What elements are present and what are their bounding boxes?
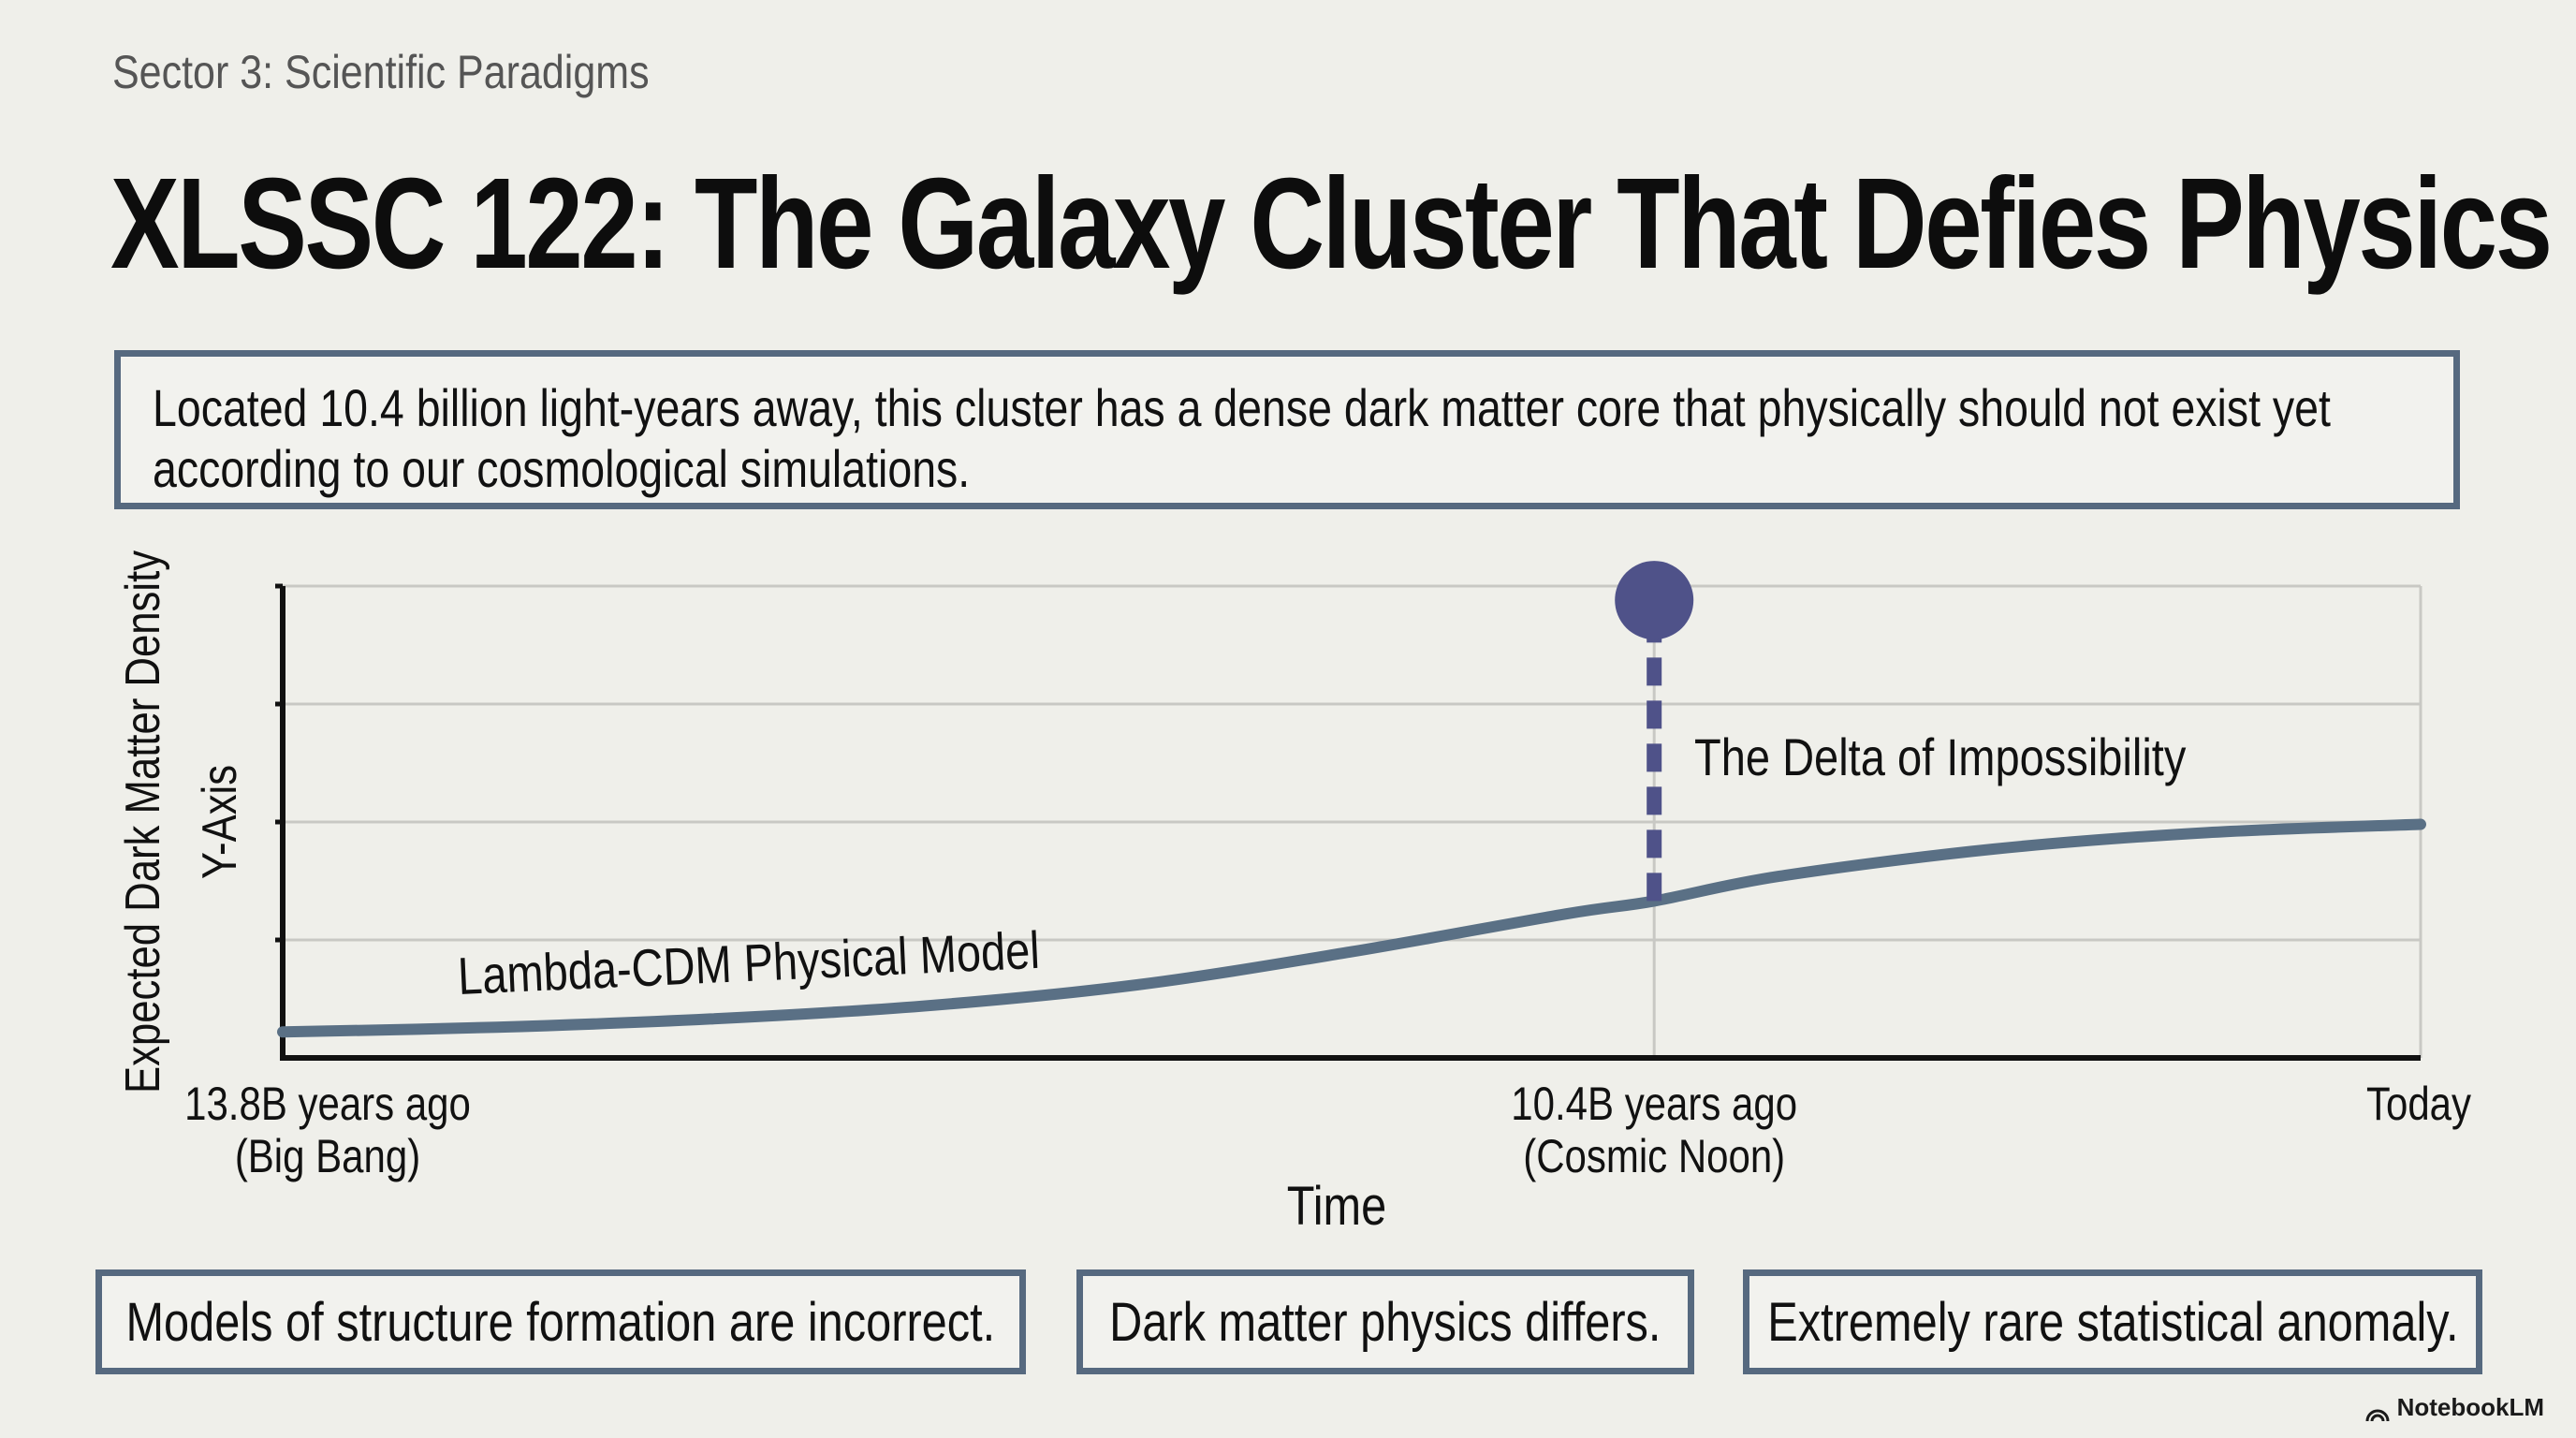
series-label-lambda-cdm: Lambda-CDM Physical Model (457, 920, 1041, 1005)
page-title: XLSSC 122: The Galaxy Cluster That Defie… (110, 152, 2553, 296)
chart-series (277, 818, 2426, 1038)
chart-observation (1615, 561, 1694, 902)
branding: NotebookLM (2365, 1393, 2544, 1422)
conclusion-text-dark-matter: Dark matter physics differs. (1109, 1291, 1661, 1353)
chart-axes (275, 583, 2421, 1061)
chart-labels: The Delta of Impossibility Lambda-CDM Phy… (117, 550, 2471, 1237)
series-line-lambda-cdm (277, 818, 2426, 1038)
x-tick-label-0: 13.8B years ago (184, 1078, 471, 1130)
conclusion-box-anomaly: Extremely rare statistical anomaly. (1743, 1269, 2482, 1374)
sector-label: Sector 3: Scientific Paradigms (112, 46, 650, 98)
x-tick-label-2: Today (2366, 1078, 2471, 1130)
notebooklm-logo-icon (2365, 1400, 2390, 1421)
conclusion-box-dark-matter: Dark matter physics differs. (1076, 1269, 1694, 1374)
x-axis-title: Time (1287, 1177, 1386, 1237)
brand-name: NotebookLM (2396, 1393, 2544, 1421)
y-axis-title: Expected Dark Matter Density (117, 550, 170, 1093)
intro-box: Located 10.4 billion light-years away, t… (114, 350, 2460, 509)
conclusion-box-structure: Models of structure formation are incorr… (95, 1269, 1026, 1374)
intro-text: Located 10.4 billion light-years away, t… (153, 378, 2331, 498)
x-tick-sublabel-1: (Cosmic Noon) (1523, 1130, 1785, 1182)
x-tick-sublabel-0: (Big Bang) (235, 1130, 420, 1182)
observation-marker (1615, 561, 1694, 640)
x-tick-label-1: 10.4B years ago (1511, 1078, 1797, 1130)
y-axis-secondary-title: Y-Axis (194, 765, 247, 879)
conclusion-text-structure: Models of structure formation are incorr… (125, 1291, 996, 1353)
conclusion-text-anomaly: Extremely rare statistical anomaly. (1766, 1291, 2459, 1353)
observation-label: The Delta of Impossibility (1694, 727, 2186, 786)
density-chart: The Delta of Impossibility Lambda-CDM Phy… (117, 550, 2471, 1237)
